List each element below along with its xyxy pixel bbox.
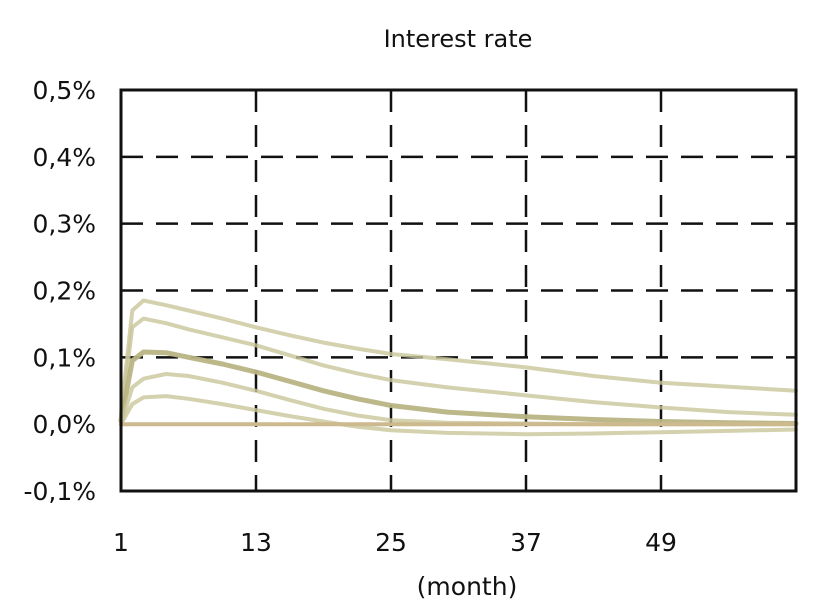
plot-area-frame — [119, 88, 798, 493]
x-axis-ticks: 1 13 25 37 49 — [113, 528, 677, 557]
y-tick-label: 0,3% — [32, 210, 96, 239]
y-tick-label: 0,2% — [32, 277, 96, 306]
x-tick-label: 37 — [510, 528, 542, 557]
x-tick-label: 49 — [645, 528, 677, 557]
y-tick-label: 0,1% — [32, 343, 96, 372]
series-line — [119, 372, 798, 427]
y-tick-label: 0,0% — [32, 410, 96, 439]
x-axis-label: (month) — [417, 572, 518, 601]
series-line — [119, 316, 798, 420]
series-lines — [118, 298, 799, 437]
x-tick-label: 1 — [113, 528, 129, 557]
x-tick-label: 25 — [375, 528, 407, 557]
series-line — [119, 298, 798, 417]
y-tick-label: 0,5% — [32, 76, 96, 105]
y-tick-label: 0,4% — [32, 143, 96, 172]
series-line — [119, 394, 798, 437]
chart-title: Interest rate — [384, 25, 533, 53]
x-tick-label: 13 — [240, 528, 272, 557]
series-line — [118, 349, 799, 426]
y-axis-ticks: -0,1% 0,0% 0,1% 0,2% 0,3% 0,4% 0,5% — [23, 76, 96, 506]
y-tick-label: -0,1% — [23, 477, 96, 506]
